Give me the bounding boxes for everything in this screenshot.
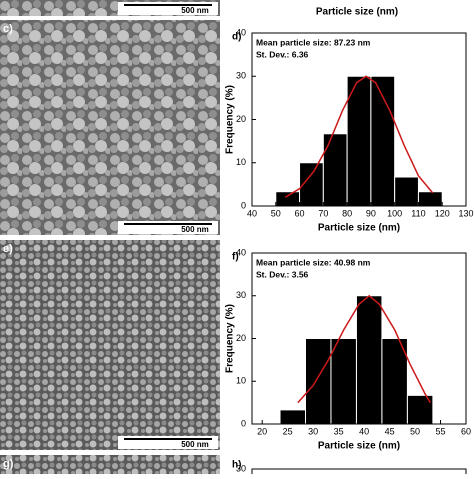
panel-label: d) [232, 32, 241, 43]
bar [322, 133, 348, 207]
x-tick-label: 90 [366, 208, 376, 218]
x-tick-label: 100 [387, 208, 402, 218]
x-axis-title: Particle size (nm) [318, 441, 400, 452]
panel-label: g) [3, 458, 14, 470]
annotation: Mean particle size: 40.98 nm [256, 257, 371, 267]
x-tick-label: 80 [342, 208, 352, 218]
y-tick-label: 40 [236, 27, 246, 37]
y-tick-label: 0 [241, 418, 246, 428]
sem-image [0, 455, 220, 474]
bar [275, 191, 301, 207]
x-tick-label: 25 [283, 426, 293, 436]
x-tick-label: 130 [458, 208, 473, 218]
x-tick-label: 30 [308, 426, 318, 436]
y-axis-title: Frequency (%) [225, 85, 236, 154]
bar [355, 295, 383, 425]
scale-label: 500 nm [181, 440, 209, 449]
bar [279, 409, 306, 425]
panel-label: f) [232, 252, 239, 263]
axis-title: Particle size (nm) [316, 7, 398, 18]
x-tick-label: 110 [411, 208, 425, 218]
bar [381, 338, 408, 425]
x-tick-label: 70 [318, 208, 328, 218]
y-tick-label: 30 [236, 71, 246, 81]
bar [406, 394, 434, 425]
scale-label: 500 nm [181, 6, 209, 15]
panel-label: e) [3, 243, 13, 255]
fit-curve [297, 294, 431, 404]
x-tick-label: 45 [385, 426, 395, 436]
panel-label: c) [3, 23, 13, 35]
y-axis-title: Frequency (%) [225, 304, 236, 373]
fit-curve [284, 75, 434, 198]
x-tick-label: 40 [247, 208, 257, 218]
x-tick-label: 35 [334, 426, 344, 436]
x-tick-label: 55 [436, 426, 446, 436]
x-tick-label: 50 [271, 208, 281, 218]
annotation: St. Dev.: 3.56 [256, 269, 309, 279]
y-tick-label: 20 [236, 333, 246, 343]
x-tick-label: 20 [257, 426, 267, 436]
bar [394, 176, 419, 207]
bar [305, 338, 332, 425]
y-tick-label: 10 [236, 376, 246, 386]
y-tick-label: 20 [236, 114, 246, 124]
x-tick-label: 60 [295, 208, 305, 218]
y-tick-label: 30 [236, 290, 246, 300]
bar [330, 338, 357, 425]
scale-label: 500 nm [181, 225, 209, 234]
panel-label: h) [232, 460, 241, 471]
annotation: Mean particle size: 87.23 nm [256, 37, 371, 47]
x-tick-label: 50 [410, 426, 420, 436]
x-tick-label: 60 [461, 426, 471, 436]
y-tick-label: 10 [236, 157, 246, 167]
annotation: St. Dev.: 6.36 [256, 49, 309, 59]
y-tick-label: 0 [241, 200, 246, 210]
x-axis-title: Particle size (nm) [318, 223, 400, 234]
plot-frame [251, 468, 467, 479]
y-tick-label: 40 [236, 247, 246, 257]
sem-image [0, 20, 220, 235]
sem-image [0, 240, 220, 450]
x-tick-label: 40 [359, 426, 369, 436]
bar [417, 191, 443, 207]
x-tick-label: 120 [435, 208, 450, 218]
y-tick-label: 30 [236, 463, 246, 473]
